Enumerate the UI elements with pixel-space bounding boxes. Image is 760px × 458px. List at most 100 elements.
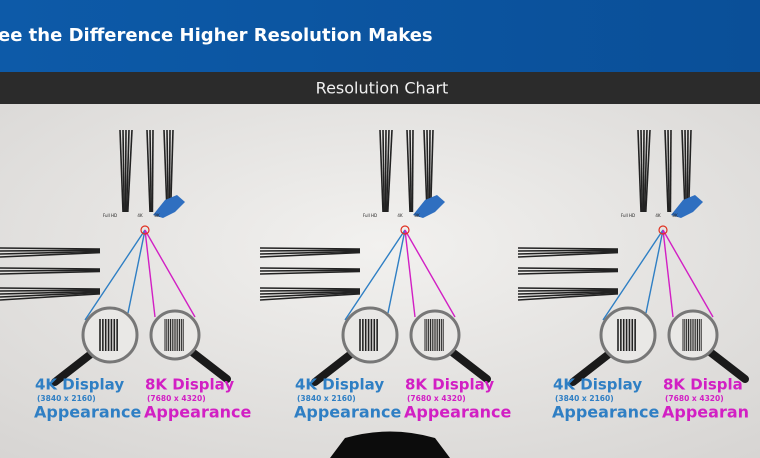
vertical-line [423,129,428,213]
pointer-line [662,229,714,318]
display-caption: Appearan [662,403,749,422]
display-caption: Appearance [404,403,512,422]
vertical-line [637,129,642,213]
horizontal-line [517,269,619,272]
vertical-line [387,129,393,213]
pointer-line [387,229,406,314]
pointer-line [404,229,416,318]
focus-point [400,225,410,235]
display-resolution: (3840 x 2160) [37,394,96,403]
display-resolution: (7680 x 4320) [407,394,466,403]
pointer-line [662,229,674,318]
horizontal-line [517,289,619,292]
display-title: 4K Display [553,376,642,394]
horizontal-line [0,247,101,250]
title-bar [0,72,760,104]
horizontal-line [259,270,361,275]
vertical-line [643,129,648,213]
vertical-line [127,129,133,213]
display-caption: Appearance [34,403,142,422]
vertical-line [379,129,384,213]
magnifier-handle [569,349,614,386]
vertical-line [409,129,412,213]
vertical-line [426,129,429,213]
vertical-line [681,129,686,213]
vertical-line [163,129,168,213]
vertical-line [406,129,411,213]
display-resolution: (7680 x 4320) [147,394,206,403]
horizontal-line [259,290,361,295]
horizontal-line [259,251,361,258]
horizontal-line [259,287,361,290]
horizontal-line [0,249,101,252]
pointer-icon [153,195,185,218]
marker-label: 4K [397,213,403,218]
horizontal-line [0,289,101,292]
vertical-line [119,129,124,213]
horizontal-line [259,247,361,250]
horizontal-line [517,290,619,295]
horizontal-line [517,247,619,250]
pointer-line [127,229,146,314]
vertical-line [642,129,645,213]
horizontal-line [259,291,361,298]
horizontal-line [0,251,101,258]
vertical-line [384,129,387,213]
magnifier-lens [667,309,719,361]
vertical-line [385,129,390,213]
header-band [0,0,760,72]
vertical-line [667,129,670,213]
vertical-line [382,129,385,213]
marker-label: 8K [154,213,160,218]
horizontal-line [517,291,619,298]
magnifier-handle [311,349,356,386]
horizontal-line [0,287,101,290]
horizontal-line [517,293,619,301]
vertical-line [640,129,643,213]
horizontal-line [259,293,361,301]
vertical-line [149,129,152,213]
horizontal-line [259,267,361,270]
display-resolution: (7680 x 4320) [665,394,724,403]
display-title: 8K Display [405,376,494,394]
marker-label: Full HD [103,213,117,218]
marker-label: 8K [672,213,678,218]
vertical-line [122,129,125,213]
horizontal-line [0,291,101,298]
horizontal-line [517,249,619,252]
display-caption: Appearance [552,403,660,422]
display-title: 4K Display [295,376,384,394]
display-resolution: (3840 x 2160) [297,394,356,403]
horizontal-line [517,251,619,258]
vertical-line [669,129,672,213]
horizontal-line [517,270,619,275]
marker-label: 4K [655,213,661,218]
horizontal-line [517,287,619,290]
horizontal-line [259,249,361,252]
bar-title: Resolution Chart [316,79,449,98]
pointer-line [404,229,456,318]
horizontal-line [0,269,101,272]
focus-point [140,225,150,235]
horizontal-line [517,267,619,270]
magnifier-lens [341,306,399,364]
horizontal-line [259,289,361,292]
vertical-line [664,129,669,213]
display-caption: Appearance [294,403,402,422]
vertical-line [684,129,687,213]
display-title: 8K Displa [663,376,743,394]
pointer-icon [671,195,703,218]
header-title: ee the Difference Higher Resolution Make… [0,25,433,46]
vertical-line [124,129,127,213]
viewer-silhouette [330,431,450,458]
horizontal-line [0,250,101,255]
pointer-line [144,229,196,318]
magnifier-handle [705,347,749,383]
magnifier-handle [187,347,231,383]
